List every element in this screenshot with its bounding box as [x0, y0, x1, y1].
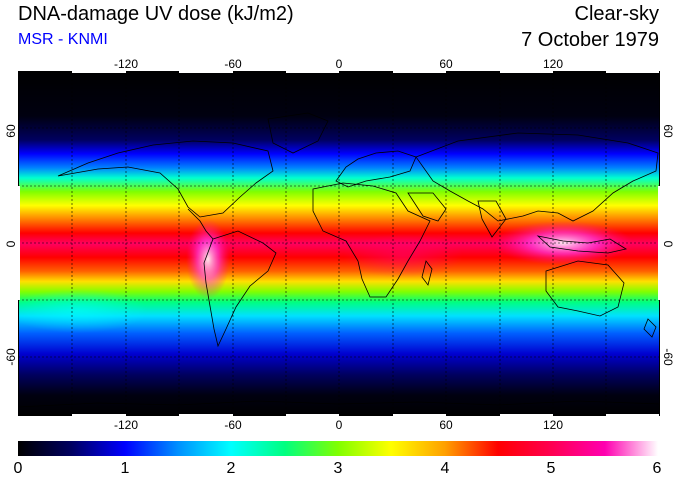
lat-tick-left: -60 — [4, 348, 18, 366]
lat-tick-right: 60 — [661, 124, 675, 138]
madagascar-coast — [421, 260, 433, 286]
colorbar — [18, 441, 658, 456]
lon-tick-bottom: 0 — [335, 418, 343, 432]
lat-tick-right: -60 — [661, 348, 675, 366]
source-label: MSR - KNMI — [18, 31, 108, 48]
indonesia-coast — [536, 235, 628, 254]
lon-tick-top: -120 — [113, 57, 139, 71]
map-title: DNA-damage UV dose (kJ/m2) — [18, 3, 294, 25]
asia-coast — [415, 132, 659, 222]
colorbar-label: 6 — [652, 460, 662, 477]
uv-dose-map — [18, 71, 660, 416]
colorbar-label: 1 — [120, 460, 130, 477]
sky-condition-label: Clear-sky — [574, 3, 659, 25]
arabia-coast — [407, 192, 447, 222]
colorbar-gradient — [18, 441, 658, 456]
lon-tick-top: -60 — [224, 57, 242, 71]
lon-tick-bottom: 120 — [542, 418, 564, 432]
antarctica-coast — [18, 400, 660, 408]
andes-hotspot — [186, 219, 230, 299]
india-coast — [477, 200, 507, 238]
graticule — [18, 71, 660, 416]
greenland-coast — [267, 112, 329, 154]
africa-coast — [312, 182, 431, 298]
lon-tick-top: 120 — [542, 57, 564, 71]
lat-tick-left: 0 — [4, 240, 18, 248]
date-label: 7 October 1979 — [521, 29, 659, 51]
lon-tick-top: 60 — [439, 57, 453, 71]
lon-tick-bottom: -60 — [224, 418, 242, 432]
lon-tick-bottom: 60 — [439, 418, 453, 432]
colorbar-label: 3 — [333, 460, 343, 477]
africa-band — [343, 234, 463, 278]
central-america-coast — [187, 208, 214, 240]
lat-tick-left: 60 — [4, 124, 18, 138]
colorbar-label: 4 — [440, 460, 450, 477]
north-america-coast — [57, 140, 274, 218]
south-america-coast — [203, 230, 277, 348]
colorbar-label: 0 — [13, 460, 23, 477]
lon-tick-top: 0 — [335, 57, 343, 71]
coastlines — [18, 112, 660, 408]
new-zealand-coast — [643, 318, 657, 338]
lat-tick-right: 0 — [661, 240, 675, 248]
australia-coast — [545, 260, 625, 317]
lon-tick-bottom: -120 — [113, 418, 139, 432]
border-segments — [18, 71, 660, 416]
colorbar-label: 5 — [546, 460, 556, 477]
colorbar-label: 2 — [226, 460, 236, 477]
